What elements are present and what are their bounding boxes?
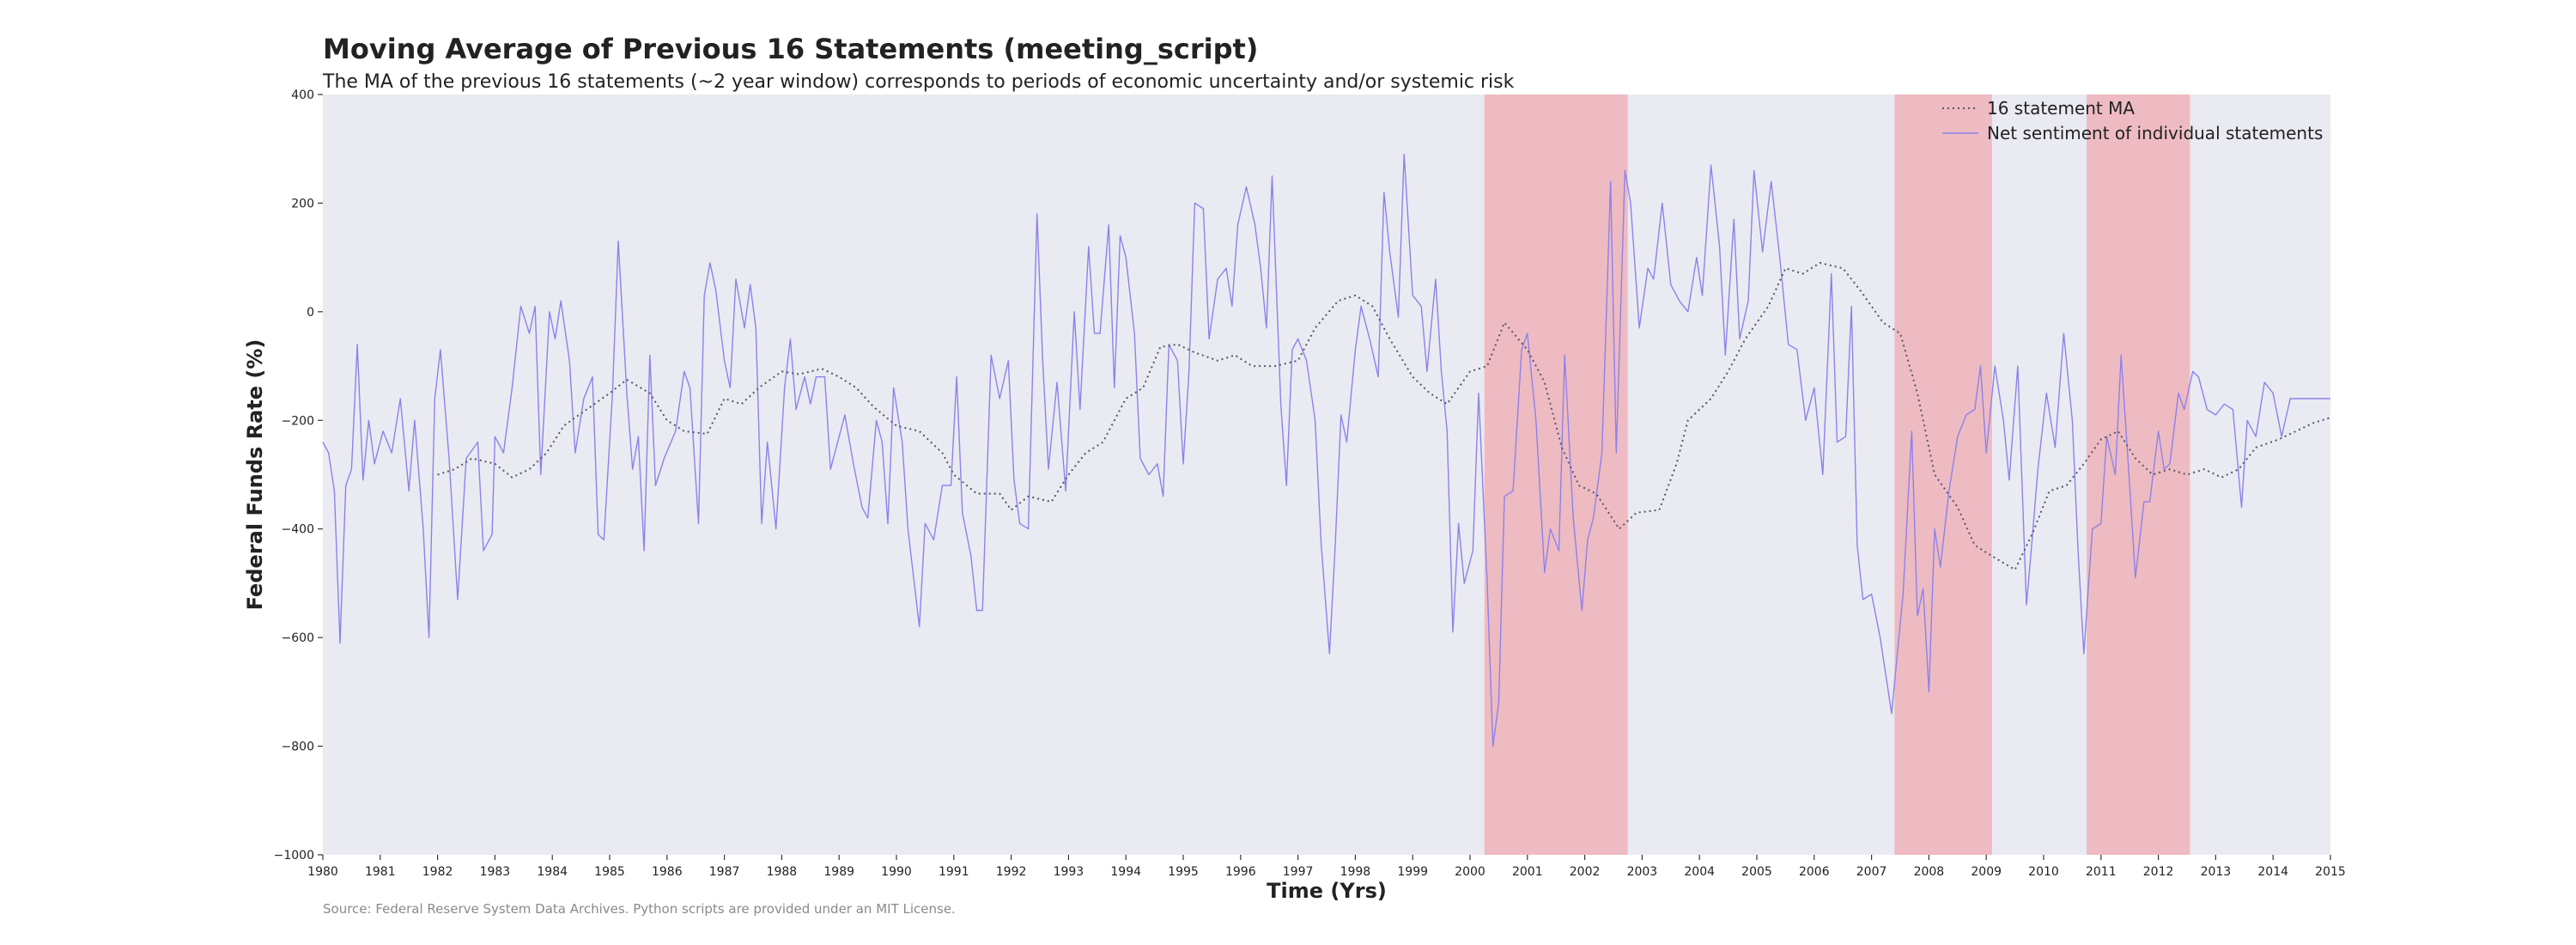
x-tick-label: 1987 [709, 865, 740, 879]
legend: 16 statement MA Net sentiment of individ… [1942, 98, 2323, 143]
y-tick-label: −200 [282, 414, 314, 428]
x-tick-label: 1992 [996, 865, 1027, 879]
legend-ma-label: 16 statement MA [1987, 98, 2135, 119]
x-axis: 1980 1981 1982 1983 1984 1985 1986 1987 1988 1989… [307, 855, 2346, 879]
legend-sentiment-label: Net sentiment of individual statements [1987, 123, 2323, 143]
series-lines [322, 153, 2331, 747]
x-tick-label: 2006 [1799, 865, 1830, 879]
chart-subtitle: The MA of the previous 16 statements (~2… [322, 71, 1515, 93]
x-tick-label: 1991 [939, 865, 969, 879]
x-tick-label: 2014 [2257, 865, 2288, 879]
y-axis-label: Federal Funds Rate (%) [243, 339, 267, 611]
chart-title: Moving Average of Previous 16 Statements… [323, 33, 1258, 65]
y-tick-label: 0 [307, 306, 314, 320]
y-tick-label: −400 [282, 523, 314, 537]
y-axis: 400 200 0 −200 −400 −600 −800 −1000 [274, 88, 323, 863]
sentiment-line [322, 153, 2330, 747]
x-tick-label: 2009 [1971, 865, 2002, 879]
x-tick-label: 1989 [823, 865, 854, 879]
x-tick-label: 1998 [1340, 865, 1371, 879]
source-note: Source: Federal Reserve System Data Arch… [323, 901, 956, 917]
shaded-period-0 [1484, 94, 1628, 855]
x-tick-label: 1997 [1283, 865, 1314, 879]
x-tick-label: 1986 [652, 865, 683, 879]
x-tick-label: 1990 [881, 865, 912, 879]
x-tick-label: 2015 [2315, 865, 2346, 879]
x-tick-label: 2011 [2086, 865, 2117, 879]
x-tick-label: 1996 [1225, 865, 1256, 879]
x-tick-label: 2001 [1512, 865, 1543, 879]
x-tick-label: 2013 [2201, 865, 2232, 879]
shaded-period-2 [2087, 94, 2190, 855]
x-tick-label: 1983 [480, 865, 511, 879]
y-tick-label: −800 [282, 741, 314, 754]
x-tick-label: 2005 [1741, 865, 1772, 879]
x-tick-label: 2008 [1914, 865, 1945, 879]
x-tick-label: 2000 [1455, 865, 1485, 879]
y-tick-label: −600 [282, 631, 314, 645]
x-tick-label: 1994 [1110, 865, 1141, 879]
x-tick-label: 1981 [365, 865, 396, 879]
x-tick-label: 1999 [1397, 865, 1428, 879]
x-tick-label: 2004 [1684, 865, 1715, 879]
x-tick-label: 1984 [537, 865, 568, 879]
x-axis-label: Time (Yrs) [1267, 879, 1387, 903]
x-tick-label: 1995 [1168, 865, 1199, 879]
plot-area [323, 94, 2330, 855]
shaded-periods [1484, 94, 2190, 855]
x-tick-label: 1988 [767, 865, 798, 879]
x-tick-label: 2010 [2028, 865, 2059, 879]
x-tick-label: 2007 [1856, 865, 1887, 879]
x-tick-label: 2012 [2143, 865, 2174, 879]
x-tick-label: 1985 [594, 865, 625, 879]
x-tick-label: 2002 [1570, 865, 1601, 879]
x-tick-label: 1982 [422, 865, 453, 879]
x-tick-label: 1980 [307, 865, 338, 879]
x-tick-label: 1993 [1054, 865, 1084, 879]
y-tick-label: −1000 [274, 849, 314, 863]
shaded-period-1 [1894, 94, 1992, 855]
y-tick-label: 200 [291, 197, 314, 210]
x-tick-label: 2003 [1627, 865, 1658, 879]
y-tick-label: 400 [291, 88, 314, 102]
